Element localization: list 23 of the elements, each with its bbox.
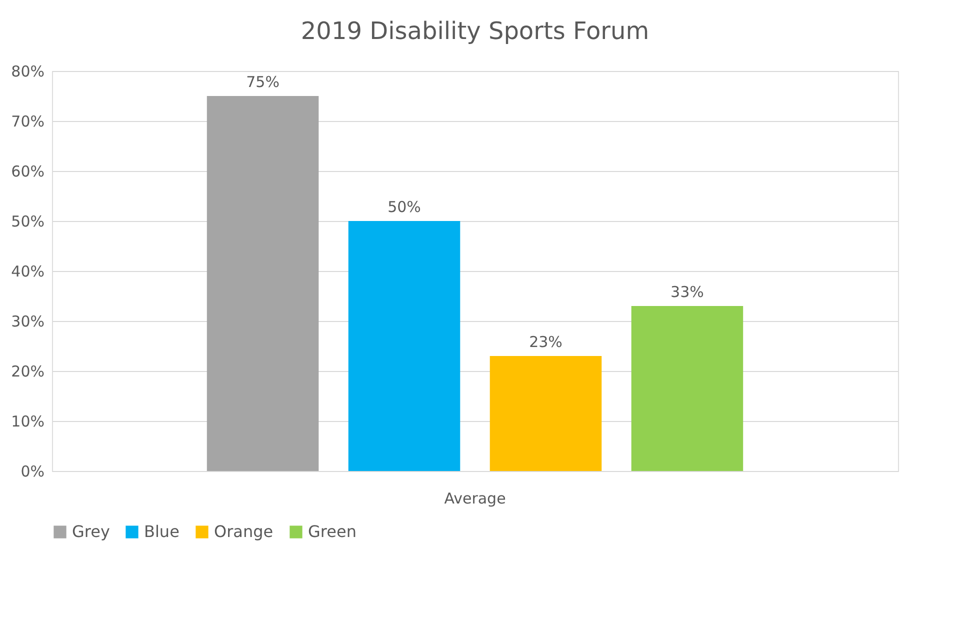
- data-label: 23%: [529, 333, 562, 351]
- y-tick-label: 40%: [11, 262, 44, 280]
- legend-label: Orange: [214, 522, 274, 541]
- chart-title: 2019 Disability Sports Forum: [300, 17, 650, 45]
- y-tick-label: 0%: [20, 462, 44, 480]
- data-label: 33%: [670, 283, 704, 301]
- data-label: 50%: [388, 198, 421, 216]
- y-tick-label: 10%: [11, 412, 44, 430]
- y-tick-label: 20%: [11, 362, 44, 380]
- legend-label: Green: [308, 522, 356, 541]
- legend-label: Grey: [72, 522, 110, 541]
- bar: [206, 96, 319, 471]
- bar: [490, 356, 602, 471]
- y-tick-label: 80%: [11, 62, 44, 80]
- bar: [348, 221, 460, 471]
- data-label: 75%: [246, 73, 280, 91]
- legend-label: Blue: [144, 522, 180, 541]
- y-tick-label: 50%: [11, 212, 44, 230]
- bar: [631, 306, 744, 471]
- x-tick-label: Average: [444, 490, 506, 508]
- y-tick-label: 60%: [11, 162, 44, 180]
- y-tick-label: 30%: [11, 312, 44, 330]
- y-tick-label: 70%: [11, 112, 44, 130]
